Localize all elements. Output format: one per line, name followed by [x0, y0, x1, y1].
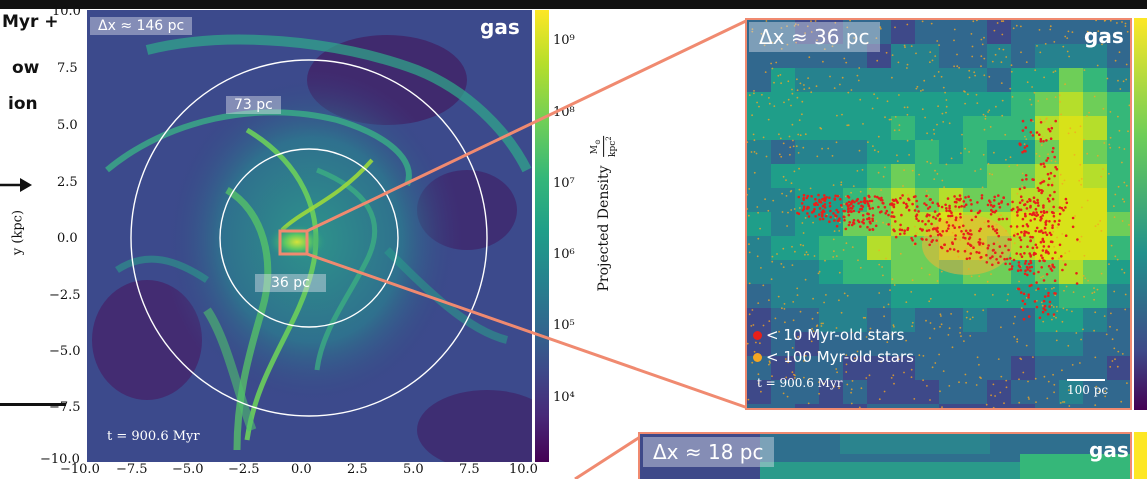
- left-caption-line2: ow: [12, 58, 40, 78]
- legend-old-stars-label: < 100 Myr-old stars: [766, 348, 914, 366]
- zoom2-gas-label: gas: [1089, 438, 1129, 462]
- main-gas-panel: Δx ≈ 146 pc gas 73 pc 36 pc t = 900.6 My…: [87, 10, 532, 462]
- left-caption-line3: ion: [8, 94, 38, 114]
- zoom1-gas-label: gas: [1084, 24, 1124, 48]
- colorbar-tick: 10⁷: [553, 176, 575, 191]
- colorbar-tick: 10⁸: [553, 105, 575, 120]
- top-border: [0, 0, 1147, 9]
- y-tick: 10.0: [52, 4, 81, 19]
- legend-young-stars: < 10 Myr-old stars: [753, 326, 904, 344]
- x-tick: −10.0: [60, 462, 100, 477]
- zoom1-colorbar: [1134, 18, 1147, 410]
- zoom-panel-2: Δx ≈ 18 pc gas: [638, 432, 1132, 479]
- zoom-density-map: [747, 20, 1130, 408]
- x-tick: −2.5: [228, 462, 260, 477]
- ring-label-inner: 36 pc: [255, 274, 326, 292]
- x-tick: −7.5: [116, 462, 148, 477]
- x-tick: 0.0: [291, 462, 312, 477]
- y-tick: 2.5: [57, 175, 78, 190]
- colorbar-tick: 10⁶: [553, 247, 575, 262]
- arrow-right-icon: [0, 178, 32, 192]
- colorbar: [535, 10, 549, 462]
- y-tick: 7.5: [57, 61, 78, 76]
- x-tick: −5.0: [172, 462, 204, 477]
- x-tick: 2.5: [347, 462, 368, 477]
- zoom1-resolution-label: Δx ≈ 36 pc: [749, 22, 880, 52]
- young-star-marker: [753, 331, 762, 340]
- x-tick: 10.0: [509, 462, 538, 477]
- zoom-panel-1: Δx ≈ 36 pc gas < 10 Myr-old stars < 100 …: [745, 18, 1132, 410]
- y-tick: −5.0: [49, 344, 81, 359]
- colorbar-tick: 10⁹: [553, 33, 575, 48]
- scale-bar-label: 100 pc: [1067, 383, 1109, 397]
- zoom-box: [278, 229, 309, 256]
- inner-ring: [219, 148, 399, 328]
- left-caption-line1: Myr +: [2, 12, 59, 32]
- x-tick: 5.0: [403, 462, 424, 477]
- left-divider-line: [0, 403, 66, 406]
- colorbar-tick: 10⁵: [553, 318, 575, 333]
- zoom1-time-label: t = 900.6 Myr: [757, 376, 843, 390]
- resolution-label: Δx ≈ 146 pc: [90, 17, 193, 35]
- y-tick: −7.5: [49, 400, 81, 415]
- zoom2-colorbar: [1134, 432, 1147, 479]
- y-tick: 5.0: [57, 118, 78, 133]
- zoom2-resolution-label: Δx ≈ 18 pc: [643, 437, 774, 467]
- colorbar-tick: 10⁴: [553, 390, 575, 405]
- ring-label-outer: 73 pc: [226, 96, 281, 114]
- zoom2-density-map: [640, 434, 1130, 479]
- old-star-marker: [753, 353, 762, 362]
- time-label: t = 900.6 Myr: [107, 429, 200, 444]
- gas-density-map: [87, 10, 532, 462]
- y-tick: −2.5: [49, 288, 81, 303]
- y-tick: 0.0: [57, 231, 78, 246]
- gas-label: gas: [480, 15, 520, 39]
- y-tick: −10.0: [40, 452, 80, 467]
- outer-ring: [130, 59, 488, 417]
- legend-young-stars-label: < 10 Myr-old stars: [766, 326, 905, 344]
- legend-old-stars: < 100 Myr-old stars: [753, 348, 914, 366]
- x-tick: 7.5: [459, 462, 480, 477]
